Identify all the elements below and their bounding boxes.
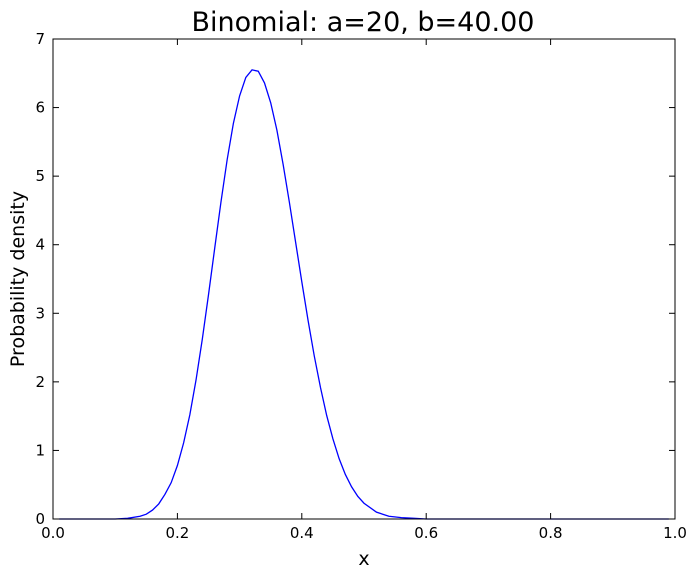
y-tick-label: 6 <box>35 99 45 117</box>
y-tick-label: 5 <box>35 167 45 185</box>
x-axis-label: x <box>358 548 369 570</box>
y-tick-label: 1 <box>35 441 45 459</box>
y-tick-label: 0 <box>35 510 45 528</box>
series-line-0 <box>59 69 669 520</box>
plot-area <box>59 69 669 520</box>
y-tick-label: 2 <box>35 373 45 391</box>
x-tick-label: 0.8 <box>539 524 563 542</box>
x-tick-label: 0.6 <box>414 524 438 542</box>
x-tick-label: 0.4 <box>290 524 314 542</box>
x-tick-label: 1.0 <box>663 524 687 542</box>
y-axis-label: Probability density <box>7 191 29 367</box>
y-tick-label: 3 <box>35 304 45 322</box>
y-tick-label: 7 <box>35 30 45 48</box>
y-tick-label: 4 <box>35 236 45 254</box>
axis-ticks: 0.0 0.2 0.4 0.6 0.8 1.0 0 1 2 3 4 5 6 7 <box>35 30 686 542</box>
plot-frame <box>52 38 676 520</box>
chart-title: Binomial: a=20, b=40.00 <box>192 7 535 38</box>
x-tick-label: 0.0 <box>41 524 65 542</box>
x-tick-label: 0.2 <box>165 524 189 542</box>
